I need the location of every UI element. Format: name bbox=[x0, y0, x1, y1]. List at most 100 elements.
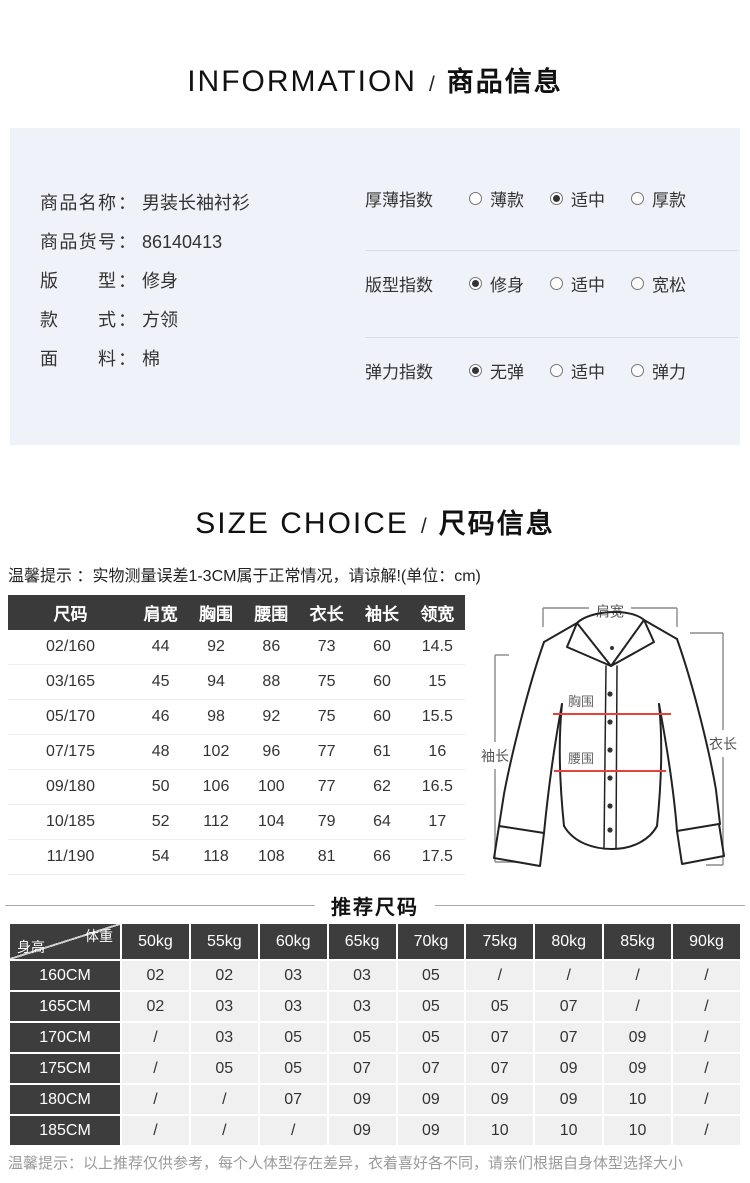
radio-selected-icon[interactable] bbox=[469, 277, 482, 290]
size-column-header: 尺码 bbox=[8, 595, 133, 630]
chest-label: 胸围 bbox=[568, 694, 594, 709]
product-field: 商品货号： 86140413 bbox=[40, 223, 250, 262]
product-index-groups: 厚薄指数 薄款 适中 厚款 版型指数 修身 适中 宽松 弹力指数 无弹 适中 弹力 bbox=[365, 128, 740, 445]
radio-option[interactable]: 适中 bbox=[550, 271, 605, 296]
height-row-header: 170CM bbox=[10, 1023, 120, 1052]
recommend-size-table: 体重 身高 50kg 55kg 60kg 65kg 70kg 75kg 80kg 85kg 90… bbox=[8, 922, 742, 1147]
size-table-cell: 60 bbox=[354, 630, 410, 665]
radio-option[interactable]: 弹力 bbox=[631, 358, 686, 383]
recommend-disclaimer: 温馨提示：以上推荐仅供参考，每个人体型存在差异，衣着喜好各不同，请亲们根据自身体… bbox=[8, 1155, 684, 1172]
recommend-size-cell: 09 bbox=[535, 1085, 603, 1114]
title-rule-left bbox=[5, 905, 315, 906]
index-group-label: 版型指数 bbox=[365, 276, 433, 295]
size-table-row: 05/170 46 98 92 75 60 15.5 bbox=[8, 699, 465, 735]
recommend-size-cell: 09 bbox=[397, 1116, 465, 1145]
radio-icon[interactable] bbox=[631, 364, 644, 377]
field-label: 商品货号 bbox=[40, 232, 116, 252]
field-value: 86140413 bbox=[142, 232, 223, 252]
size-table-cell: 48 bbox=[133, 734, 189, 770]
recommend-size-cell: / bbox=[466, 961, 534, 990]
size-table-cell: 17 bbox=[409, 804, 465, 840]
size-table-cell: 64 bbox=[354, 804, 410, 840]
radio-option-label: 适中 bbox=[571, 363, 605, 382]
size-table-cell: 98 bbox=[188, 699, 244, 735]
radio-option-label: 适中 bbox=[571, 191, 605, 210]
recommend-size-cell: / bbox=[122, 1116, 189, 1145]
recommend-size-cell: 07 bbox=[535, 1023, 603, 1052]
recommend-size-cell: / bbox=[604, 992, 671, 1021]
radio-icon[interactable] bbox=[631, 277, 644, 290]
recommend-size-cell: / bbox=[190, 1116, 258, 1145]
field-label: 版型 bbox=[40, 271, 116, 291]
radio-option-label: 弹力 bbox=[652, 363, 686, 382]
info-header-slash: / bbox=[428, 73, 435, 96]
weight-column-header: 80kg bbox=[535, 924, 603, 959]
radio-option[interactable]: 无弹 bbox=[469, 358, 524, 383]
recommend-size-cell: 03 bbox=[190, 1023, 258, 1052]
size-header-zh: 尺码信息 bbox=[438, 509, 555, 539]
field-value: 棉 bbox=[142, 349, 160, 369]
recommend-size-cell: 05 bbox=[397, 961, 465, 990]
index-row: 厚薄指数 薄款 适中 厚款 bbox=[365, 186, 712, 211]
field-label: 面料 bbox=[40, 349, 116, 369]
recommend-size-cell: 10 bbox=[535, 1116, 603, 1145]
recommend-size-cell: / bbox=[259, 1116, 327, 1145]
measure-brackets bbox=[494, 607, 724, 866]
size-table-cell: 11/190 bbox=[8, 839, 133, 875]
radio-option[interactable]: 修身 bbox=[469, 271, 524, 296]
size-table-cell: 104 bbox=[243, 804, 299, 840]
size-table-cell: 17.5 bbox=[409, 839, 465, 875]
recommend-table-row: 180CM //07 09 09 09 09 10/ bbox=[10, 1085, 740, 1114]
field-colon: ： bbox=[118, 232, 136, 252]
collar-right-flap bbox=[610, 619, 655, 667]
size-table-row: 11/190 54 118 108 81 66 17.5 bbox=[8, 839, 465, 875]
size-table-row: 10/185 52 112 104 79 64 17 bbox=[8, 804, 465, 840]
product-field: 面料： 棉 bbox=[40, 340, 250, 379]
size-table-cell: 81 bbox=[298, 839, 355, 875]
product-field: 商品名称： 男装长袖衬衫 bbox=[40, 184, 250, 223]
radio-option[interactable]: 适中 bbox=[550, 186, 605, 211]
radio-icon[interactable] bbox=[550, 277, 563, 290]
product-field: 款式： 方领 bbox=[40, 301, 250, 340]
radio-icon[interactable] bbox=[631, 192, 644, 205]
size-table-cell: 62 bbox=[354, 769, 410, 805]
height-row-header: 160CM bbox=[10, 961, 120, 990]
collar-left-flap bbox=[566, 622, 612, 667]
size-column-header: 腰围 bbox=[243, 595, 299, 630]
size-table-cell: 60 bbox=[354, 699, 410, 735]
size-table-cell: 77 bbox=[298, 734, 355, 770]
size-table-cell: 61 bbox=[354, 734, 410, 770]
size-table-cell: 14.5 bbox=[409, 630, 465, 665]
size-table-cell: 09/180 bbox=[8, 769, 133, 805]
radio-option[interactable]: 厚款 bbox=[631, 186, 686, 211]
recommend-size-cell: 07 bbox=[328, 1054, 396, 1083]
size-table-cell: 50 bbox=[133, 769, 189, 805]
radio-option[interactable]: 宽松 bbox=[631, 271, 686, 296]
shirt-buttons bbox=[607, 646, 614, 833]
size-table-row: 07/175 48 102 96 77 61 16 bbox=[8, 734, 465, 770]
size-table-cell: 86 bbox=[243, 630, 299, 665]
field-label: 商品名称 bbox=[40, 193, 116, 213]
recommend-size-cell: 05 bbox=[328, 1023, 396, 1052]
radio-icon[interactable] bbox=[469, 192, 482, 205]
radio-option[interactable]: 薄款 bbox=[469, 186, 524, 211]
field-value: 修身 bbox=[142, 271, 178, 291]
recommend-size-cell: 02 bbox=[122, 961, 189, 990]
radio-icon[interactable] bbox=[550, 364, 563, 377]
recommend-size-cell: 02 bbox=[190, 961, 258, 990]
recommend-table-row: 175CM/05 05 07 07 07 09 09/ bbox=[10, 1054, 740, 1083]
weight-column-header: 50kg bbox=[122, 924, 189, 959]
product-fields: 商品名称：男装长袖衬衫 商品货号： 86140413 版型： 修身款式：方领 面料：棉 bbox=[40, 184, 250, 379]
size-column-header: 领宽 bbox=[409, 595, 465, 630]
recommend-table-row: 165CM 02 03 03 03 05 05 07// bbox=[10, 992, 740, 1021]
recommend-size-cell: 07 bbox=[535, 992, 603, 1021]
radio-option[interactable]: 适中 bbox=[550, 358, 605, 383]
radio-selected-icon[interactable] bbox=[550, 192, 563, 205]
index-group-label: 厚薄指数 bbox=[365, 191, 433, 210]
radio-selected-icon[interactable] bbox=[469, 364, 482, 377]
size-table-cell: 73 bbox=[298, 630, 355, 665]
weight-column-header: 55kg bbox=[190, 924, 258, 959]
recommend-title-row: 推荐尺码 bbox=[5, 891, 745, 920]
height-row-header: 165CM bbox=[10, 992, 120, 1021]
recommend-size-cell: 03 bbox=[259, 992, 327, 1021]
